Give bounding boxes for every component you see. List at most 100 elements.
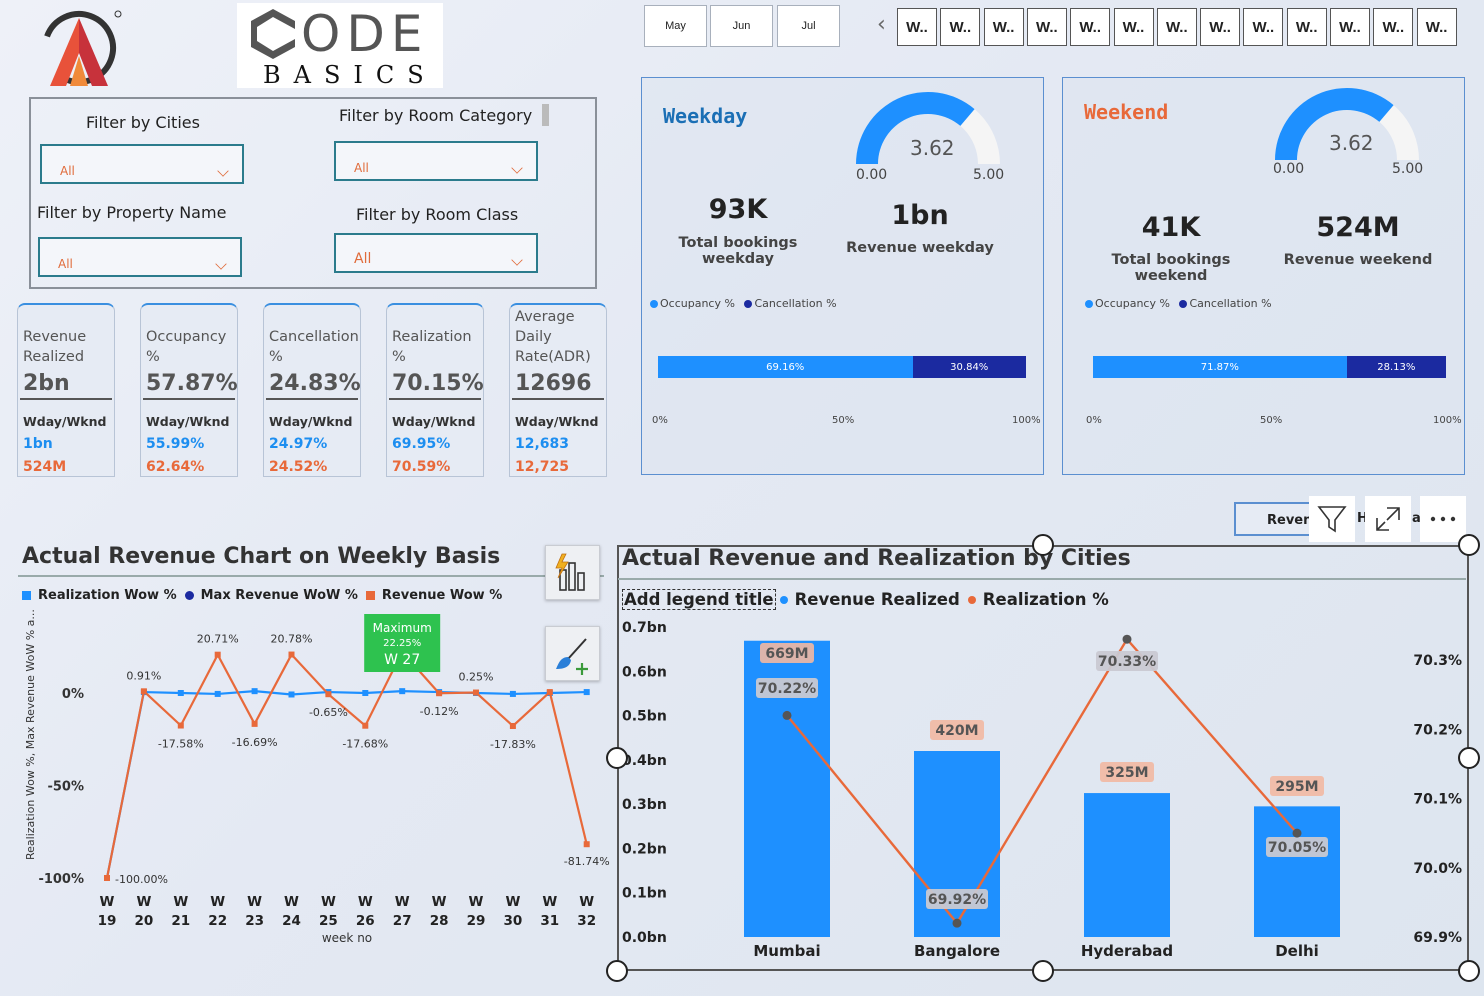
y-right-tick-label: 70.3% (1413, 653, 1462, 669)
realization-data-label: 69.92% (928, 892, 986, 908)
data-label: -17.83% (490, 738, 536, 751)
realization-point (362, 690, 369, 696)
legend-occupancy: Occupancy % (1095, 297, 1170, 310)
x-tick-label: 31 (540, 913, 559, 929)
filter-cities-dropdown[interactable]: All (40, 144, 244, 184)
week-button-3[interactable]: W.. (983, 8, 1024, 46)
month-may-button[interactable]: May (644, 5, 707, 47)
resize-handle-bottom[interactable] (1032, 960, 1054, 982)
week-button-10[interactable]: W.. (1286, 8, 1327, 46)
analytics-icon[interactable] (545, 545, 600, 600)
legend-square-revenue (365, 591, 375, 600)
y-left-tick-label: 0.7bn (622, 620, 667, 636)
filter-room-class-label: Filter by Room Class (356, 205, 519, 224)
y-right-tick-label: 70.2% (1413, 722, 1462, 738)
kpi-sub-label: Wday/Wknd (515, 414, 599, 429)
chevron-down-icon (511, 162, 523, 174)
data-label-bg (760, 643, 814, 663)
tooltip-box (364, 614, 441, 672)
legend-dot-occupancy (650, 300, 658, 308)
data-label: -100.00% (115, 873, 168, 886)
x-tick-label: 21 (171, 913, 190, 929)
week-button-2[interactable]: W.. (940, 8, 981, 46)
legend-realization-wow: Realization Wow % (38, 588, 177, 603)
data-label: -81.74% (564, 855, 610, 868)
kpi-title: Cancellation% (269, 327, 359, 367)
x-tick-label: W (505, 894, 520, 910)
weekend-gauge-min: 0.00 (1273, 161, 1305, 177)
filter-icon[interactable] (1309, 496, 1355, 542)
weekend-revenue-label: Revenue weekend (1283, 252, 1433, 268)
kpi-card-4: Realization% 70.15% Wday/Wknd 69.95% 70.59% (386, 303, 484, 477)
revenue-point (214, 651, 221, 658)
kpi-sub-label: Wday/Wknd (23, 414, 107, 429)
focus-mode-icon[interactable] (1365, 496, 1411, 542)
weekday-revenue-value: 1bn (891, 200, 949, 231)
weekly-chart-title: Actual Revenue Chart on Weekly Basis (22, 544, 501, 569)
week-button-5[interactable]: W.. (1070, 8, 1111, 46)
realization-point (251, 688, 258, 695)
data-label: -17.58% (158, 738, 204, 751)
weekend-gauge (1275, 87, 1419, 160)
weekday-tick-100: 100% (1012, 415, 1041, 426)
week-button-6[interactable]: W.. (1113, 8, 1154, 46)
revenue-tab-button[interactable]: Reven (1234, 502, 1318, 536)
kpi-weekend-value: 12,725 (515, 459, 570, 475)
month-jul-button[interactable]: Jul (777, 5, 840, 47)
resize-handle-bottom-left[interactable] (606, 960, 628, 982)
y-tick-label: -50% (47, 780, 84, 795)
filter-room-category-dropdown[interactable]: All (334, 141, 538, 181)
y-left-tick-label: 0.3bn (622, 797, 667, 813)
weekday-legend: Occupancy % Cancellation % (650, 297, 837, 310)
kpi-weekend-value: 70.59% (392, 459, 451, 475)
legend-circle-max-revenue (184, 591, 194, 600)
category-label: Delhi (1275, 942, 1319, 960)
weekend-tick-0: 0% (1086, 415, 1102, 426)
legend-dot-cancellation (1179, 300, 1188, 308)
legend-max-revenue-wow: Max Revenue WoW % (200, 588, 358, 603)
resize-handle-left[interactable] (606, 747, 628, 769)
week-button-13[interactable]: W.. (1416, 8, 1457, 46)
y-left-tick-label: 0.4bn (622, 753, 667, 769)
x-tick-label: W (469, 894, 484, 910)
chevron-left-icon[interactable]: ‹ (877, 12, 886, 37)
resize-handle-top-right[interactable] (1458, 534, 1480, 556)
revenue-point (177, 722, 184, 729)
filter-room-class-dropdown[interactable]: All (334, 233, 538, 273)
kpi-divider (389, 398, 481, 400)
more-options-icon[interactable] (1420, 496, 1466, 542)
x-tick-label: W (284, 894, 299, 910)
tooltip-week: W 27 (384, 652, 420, 668)
legend-dot-revenue-realized (779, 595, 788, 604)
legend-title[interactable]: Add legend title (622, 589, 776, 610)
resize-handle-right[interactable] (1458, 747, 1480, 769)
y-left-tick-label: 0.6bn (622, 664, 667, 680)
kpi-weekday-value: 24.97% (269, 436, 328, 452)
revenue-data-label: 295M (1275, 779, 1318, 795)
week-button-8[interactable]: W.. (1200, 8, 1241, 46)
filter-property-dropdown[interactable]: All (38, 237, 242, 277)
week-button-4[interactable]: W.. (1026, 8, 1067, 46)
kpi-divider (20, 398, 112, 400)
filter-scrollbar[interactable] (542, 104, 549, 126)
filter-room-category-label: Filter by Room Category (339, 106, 533, 125)
week-button-7[interactable]: W.. (1156, 8, 1197, 46)
weekend-stacked-bar: 71.87% 28.13% (1093, 356, 1446, 378)
week-button-9[interactable]: W.. (1243, 8, 1284, 46)
kpi-weekend-value: 62.64% (146, 459, 205, 475)
format-paintbrush-icon[interactable] (545, 626, 600, 681)
kpi-value: 24.83% (269, 371, 361, 396)
legend-occupancy: Occupancy % (660, 297, 735, 310)
resize-handle-top[interactable] (1032, 534, 1054, 556)
y-tick-label: 0% (62, 687, 84, 702)
data-label-bg (1100, 762, 1154, 782)
hidden-tab-label-h: H (1357, 511, 1368, 526)
week-button-12[interactable]: W.. (1373, 8, 1414, 46)
month-jun-button[interactable]: Jun (710, 5, 773, 47)
chevron-down-icon (217, 165, 229, 177)
x-tick-label: 20 (135, 913, 154, 929)
resize-handle-bottom-right[interactable] (1458, 960, 1480, 982)
kpi-divider (143, 398, 235, 400)
week-button-1[interactable]: W.. (897, 8, 937, 46)
week-button-11[interactable]: W.. (1330, 8, 1370, 46)
